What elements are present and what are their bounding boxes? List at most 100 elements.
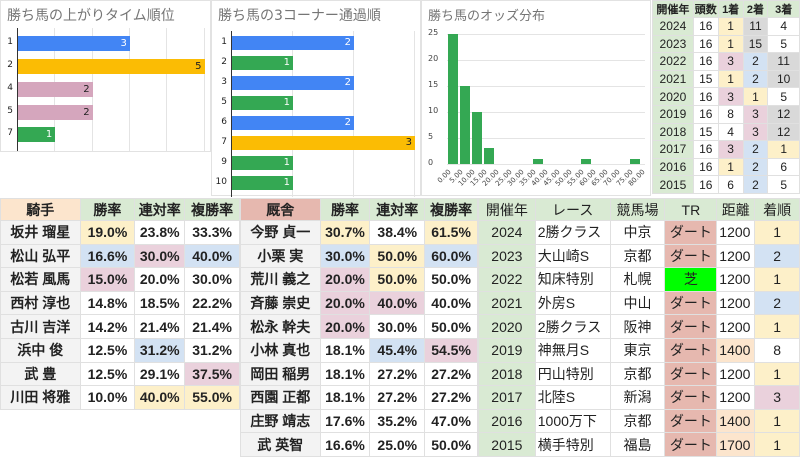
gridline xyxy=(447,164,645,165)
table-row: 岡田 稲男 18.1% 27.2% 27.2% xyxy=(240,361,478,387)
table-cell: 5 xyxy=(767,87,800,106)
table-cell: 2023 xyxy=(652,34,694,54)
category-label: 7 xyxy=(7,128,13,138)
column-header: 連対率 xyxy=(369,198,426,221)
table-cell: 19.0% xyxy=(79,220,136,245)
table-row: 2017 北陸S 新潟 ダート 1200 3 xyxy=(478,385,800,410)
table-cell: 大山崎S xyxy=(534,243,611,269)
table-cell: ダート xyxy=(664,337,718,363)
chart-odds-distribution: 勝ち馬のオッズ分布 0 5 10 15 20 25 0.00 5.00 10.00 15.00 20… xyxy=(421,0,651,196)
table-cell: 1200 xyxy=(716,290,756,316)
table-cell: 2020 xyxy=(652,87,694,106)
table-cell: 30.7% xyxy=(319,220,371,245)
column-header: 開催年 xyxy=(652,0,694,18)
table-row: 武 英智 16.6% 25.0% 50.0% xyxy=(240,432,478,457)
y-tick-label: 10 xyxy=(428,106,439,115)
table-row: 荒川 義之 20.0% 50.0% 50.0% xyxy=(240,267,478,292)
axis-line xyxy=(17,28,18,151)
table-cell: 北陸S xyxy=(534,385,611,410)
bar: 2 xyxy=(232,36,354,50)
table-cell: 21.4% xyxy=(134,314,186,339)
table-row: 2019 神無月S 東京 ダート 1400 8 xyxy=(478,337,800,363)
table-cell: 2 xyxy=(742,175,769,194)
table-cell: 23.8% xyxy=(134,220,186,245)
table-cell: 2015 xyxy=(652,175,694,194)
histogram-bar xyxy=(581,158,592,164)
y-tick-label: 0 xyxy=(428,158,434,167)
table-cell: 新潟 xyxy=(609,385,666,410)
table-cell: 61.5% xyxy=(424,220,478,245)
table-cell: 2024 xyxy=(652,17,694,36)
table-cell: 6 xyxy=(717,175,744,194)
table-cell: 55.0% xyxy=(184,385,240,410)
table-row: 西村 淳也 14.8% 18.5% 22.2% xyxy=(0,290,240,316)
table-cell: 松若 風馬 xyxy=(0,267,81,292)
chart-corner3-position: 勝ち馬の3コーナー通過順 1 2 2 1 3 2 5 1 6 2 7 3 9 1 10 1 xyxy=(211,0,421,197)
table-cell: 1 xyxy=(754,432,800,457)
table-cell: 小栗 実 xyxy=(240,243,321,269)
table-cell: 16 xyxy=(692,17,719,36)
header-row: 開催年 頭数 1着 2着 3着 xyxy=(652,0,800,18)
table-cell: 17.6% xyxy=(319,408,371,434)
column-header: 勝率 xyxy=(319,198,371,221)
table-cell: 2018 xyxy=(478,361,536,387)
table-row: 小栗 実 30.0% 50.0% 60.0% xyxy=(240,243,478,269)
table-cell: 12 xyxy=(767,104,800,124)
table-cell: 11 xyxy=(767,52,800,71)
category-label: 5 xyxy=(7,106,13,116)
table-row: 古川 吉洋 14.2% 21.4% 21.4% xyxy=(0,314,240,339)
table-row: 2024 16 1 11 4 xyxy=(652,17,800,36)
table-cell: 12 xyxy=(767,122,800,142)
bar: 1 xyxy=(232,56,293,70)
table-cell: 知床特別 xyxy=(534,267,611,292)
table-cell: 16 xyxy=(692,140,719,159)
table-row: 2017 16 3 2 1 xyxy=(652,140,800,159)
table-cell: 10.0% xyxy=(79,385,136,410)
gridline xyxy=(447,138,645,139)
table-cell: 12.5% xyxy=(79,337,136,363)
category-label: 10 xyxy=(215,177,227,187)
table-cell: 2017 xyxy=(652,140,694,159)
histogram-bar xyxy=(472,112,483,164)
table-cell: 2 xyxy=(754,243,800,269)
table-row: 2019 16 8 3 12 xyxy=(652,104,800,124)
table-row: 2024 2勝クラス 中京 ダート 1200 1 xyxy=(478,220,800,245)
table-cell: 西園 正都 xyxy=(240,385,321,410)
table-cell: 1200 xyxy=(716,220,756,245)
gridline xyxy=(414,31,415,197)
table-cell: 40.0% xyxy=(134,385,186,410)
gridline xyxy=(353,31,354,197)
table-cell: 2016 xyxy=(478,408,536,434)
table-cell: 1 xyxy=(754,267,800,292)
table-row: 松永 幹夫 20.0% 30.0% 50.0% xyxy=(240,314,478,339)
table-cell: 2017 xyxy=(478,385,536,410)
table-cell: 3 xyxy=(717,87,744,106)
table-cell: 武 英智 xyxy=(240,432,321,457)
histogram-bar xyxy=(448,34,459,164)
table-cell: 27.2% xyxy=(369,385,426,410)
table-cell: 31.2% xyxy=(134,337,186,363)
table-cell: 2024 xyxy=(478,220,536,245)
table-cell: 1 xyxy=(754,314,800,339)
table-cell: 15 xyxy=(692,69,719,89)
bar: 1 xyxy=(18,126,56,142)
column-header: 複勝率 xyxy=(184,198,240,221)
table-cell: 2022 xyxy=(652,52,694,71)
table-cell: 16 xyxy=(692,87,719,106)
race-history-table: 開催年 レース 競馬場 TR 距離 着順 2024 2勝クラス 中京 ダート 1200 1 2023 大山… xyxy=(478,198,800,457)
table-row: 2020 16 3 1 5 xyxy=(652,87,800,106)
table-cell: 2020 xyxy=(478,314,536,339)
category-label: 2 xyxy=(221,57,227,67)
table-cell: 29.1% xyxy=(134,361,186,387)
table-cell: 1000万下 xyxy=(534,408,611,434)
table-cell: 坂井 瑠星 xyxy=(0,220,81,245)
histogram-bar xyxy=(484,148,495,164)
chart-title: 勝ち馬のオッズ分布 xyxy=(428,9,546,24)
table-cell: 1 xyxy=(754,408,800,434)
table-cell: 16 xyxy=(692,34,719,54)
table-row: 今野 貞一 30.7% 38.4% 61.5% xyxy=(240,220,478,245)
table-cell: 荒川 義之 xyxy=(240,267,321,292)
table-cell: 30.0% xyxy=(134,243,186,269)
table-cell: 芝 xyxy=(664,267,718,292)
table-row: 松山 弘平 16.6% 30.0% 40.0% xyxy=(0,243,240,269)
